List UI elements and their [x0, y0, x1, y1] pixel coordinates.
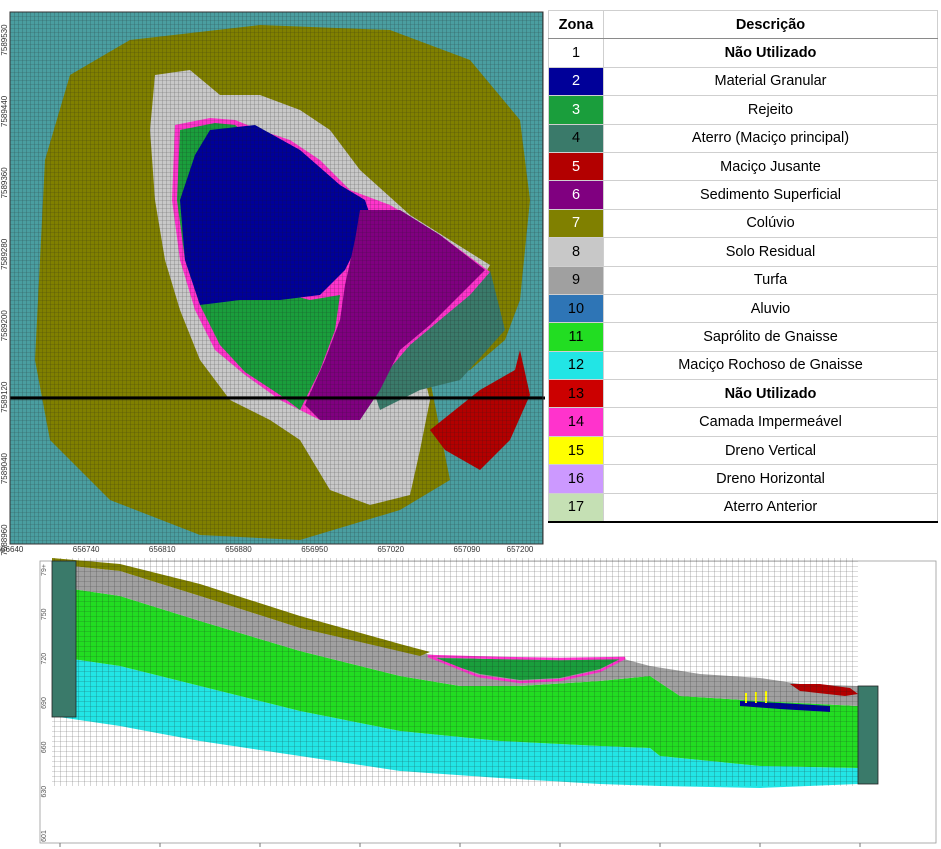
legend-zone-description: Aterro (Maciço principal) — [603, 123, 938, 153]
legend-zone-swatch: 13 — [548, 379, 604, 409]
legend-body: 1 Não Utilizado 2 Material Granular 3 Rejeito… — [548, 38, 938, 524]
legend-row: 4 Aterro (Maciço principal) — [548, 123, 938, 153]
legend-row: 3 Rejeito — [548, 95, 938, 125]
legend-zone-swatch: 9 — [548, 265, 604, 295]
plan-y-tick-label: 7589200 — [0, 310, 9, 342]
plan-y-tick-label: 7589440 — [0, 95, 9, 127]
legend-row: 1 Não Utilizado — [548, 38, 938, 68]
legend-zone-swatch: 11 — [548, 322, 604, 352]
legend-zone-swatch: 5 — [548, 151, 604, 182]
plan-y-tick-label: 7589360 — [0, 167, 9, 199]
section-grid-overlay — [52, 558, 858, 786]
plan-x-tick-label: 657200 — [507, 545, 534, 554]
plan-x-axis: 656640 656740 656810 656880 656950 657020 6570… — [0, 545, 534, 554]
legend-zone-swatch: 16 — [548, 464, 604, 494]
legend-zone-description: Dreno Horizontal — [603, 464, 938, 494]
legend-zone-description: Turfa — [603, 265, 938, 295]
legend-row: 2 Material Granular — [548, 66, 938, 97]
legend-zone-swatch: 17 — [548, 492, 604, 524]
plan-x-tick-label: 656810 — [149, 545, 176, 554]
legend-zone-description: Solo Residual — [603, 237, 938, 267]
plan-frame — [9, 11, 544, 545]
legend-zone-swatch: 2 — [548, 66, 604, 97]
plan-grid-overlay — [10, 12, 543, 544]
legend-zone-description: Colúvio — [603, 208, 938, 239]
legend-row: 8 Solo Residual — [548, 237, 938, 267]
plan-y-tick-label: 7589280 — [0, 238, 9, 270]
plan-x-tick-label: 656880 — [225, 545, 252, 554]
zone-legend-table: Zona Descrição 1 Não Utilizado 2 Material G… — [548, 9, 938, 524]
section-y-axis: 79+ 750 720 690 660 630 601 — [41, 564, 48, 842]
legend-row: 14 Camada Impermeável — [548, 407, 938, 437]
plan-x-tick-label: 656740 — [73, 545, 100, 554]
legend-zone-swatch: 7 — [548, 208, 604, 239]
right-boundary-column — [857, 685, 879, 785]
legend-row: 11 Saprólito de Gnaisse — [548, 322, 938, 352]
section-y-tick-label: 690 — [41, 697, 48, 709]
legend-row: 15 Dreno Vertical — [548, 435, 938, 466]
plan-y-axis: 7589530 7589440 7589360 7589280 7589200 75891… — [0, 24, 9, 556]
legend-zone-description: Saprólito de Gnaisse — [603, 322, 938, 352]
plan-y-tick-label: 7588960 — [0, 524, 9, 556]
legend-row: 12 Maciço Rochoso de Gnaisse — [548, 350, 938, 381]
section-y-tick-label: 601 — [41, 830, 48, 842]
legend-zone-description: Maciço Jusante — [603, 151, 938, 182]
legend-zone-swatch: 14 — [548, 407, 604, 437]
plan-x-tick-label: 657020 — [377, 545, 404, 554]
legend-row: 7 Colúvio — [548, 208, 938, 239]
legend-zone-description: Não Utilizado — [603, 38, 938, 68]
left-boundary-column — [51, 560, 77, 718]
legend-zone-swatch: 12 — [548, 350, 604, 381]
plan-x-tick-label: 656640 — [0, 545, 24, 554]
plan-y-tick-label: 7589120 — [0, 381, 9, 413]
section-x-axis — [59, 843, 861, 847]
plan-x-tick-label: 656950 — [301, 545, 328, 554]
legend-zone-swatch: 8 — [548, 237, 604, 267]
cross-section-view: 79+ 750 720 690 660 630 601 — [39, 558, 937, 847]
plan-view-map: 656640 656740 656810 656880 656950 657020 6570… — [0, 11, 545, 556]
legend-zone-description: Aluvio — [603, 293, 938, 324]
legend-row: 13 Não Utilizado — [548, 379, 938, 409]
section-y-tick-label: 79+ — [41, 564, 48, 576]
legend-zone-description: Dreno Vertical — [603, 435, 938, 466]
legend-row: 5 Maciço Jusante — [548, 151, 938, 182]
legend-zone-description: Camada Impermeável — [603, 407, 938, 437]
legend-zone-swatch: 10 — [548, 293, 604, 324]
legend-zone-description: Material Granular — [603, 66, 938, 97]
legend-row: 17 Aterro Anterior — [548, 492, 938, 524]
legend-zone-description: Não Utilizado — [603, 379, 938, 409]
plan-y-tick-label: 7589530 — [0, 24, 9, 56]
legend-row: 10 Aluvio — [548, 293, 938, 324]
legend-zone-description: Rejeito — [603, 95, 938, 125]
legend-zone-description: Sedimento Superficial — [603, 180, 938, 210]
legend-row: 6 Sedimento Superficial — [548, 180, 938, 210]
legend-zone-swatch: 1 — [548, 38, 604, 68]
legend-zone-swatch: 15 — [548, 435, 604, 466]
section-y-tick-label: 720 — [41, 653, 48, 665]
section-y-tick-label: 630 — [41, 786, 48, 798]
plan-y-tick-label: 7589040 — [0, 452, 9, 484]
legend-header-zone: Zona — [548, 9, 604, 40]
legend-zone-swatch: 6 — [548, 180, 604, 210]
legend-header-description: Descrição — [603, 9, 938, 40]
legend-zone-description: Maciço Rochoso de Gnaisse — [603, 350, 938, 381]
legend-row: 9 Turfa — [548, 265, 938, 295]
plan-x-tick-label: 657090 — [454, 545, 481, 554]
legend-zone-swatch: 3 — [548, 95, 604, 125]
legend-row: 16 Dreno Horizontal — [548, 464, 938, 494]
section-y-tick-label: 750 — [41, 608, 48, 620]
legend-zone-description: Aterro Anterior — [603, 492, 938, 524]
legend-zone-swatch: 4 — [548, 123, 604, 153]
section-y-tick-label: 660 — [41, 741, 48, 753]
